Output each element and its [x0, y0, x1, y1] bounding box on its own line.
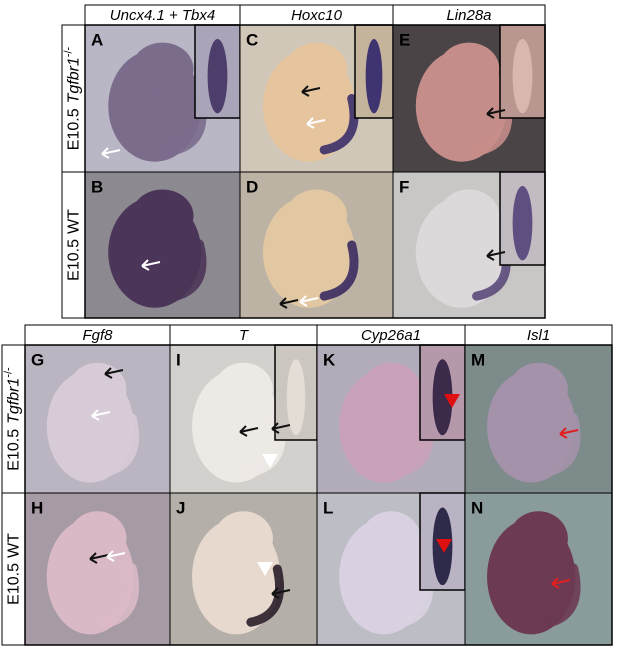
row-label: E10.5 Tgfbr1-/- [2, 367, 22, 471]
embryo-tail [164, 239, 207, 303]
embryo-tail [98, 413, 140, 477]
column-header: Cyp26a1 [361, 327, 421, 344]
embryo-tail [98, 563, 140, 629]
arrow [306, 117, 326, 129]
column-header: Hoxc10 [291, 7, 343, 24]
panel-letter: A [91, 30, 103, 49]
block-border [84, 24, 546, 319]
inset-detail [207, 38, 228, 114]
panel-letter: M [471, 350, 485, 369]
arrowhead [257, 562, 273, 576]
column-header: Fgf8 [82, 327, 113, 344]
embryo-head [131, 189, 194, 243]
genotype: WT [66, 209, 83, 234]
embryo-head [361, 511, 421, 566]
arrow [271, 422, 291, 434]
arrow [91, 409, 111, 421]
panel-letter: J [176, 498, 185, 517]
arrow [106, 550, 126, 562]
panel-letter: H [31, 498, 43, 517]
arrow [239, 425, 259, 437]
embryo-head [361, 362, 421, 417]
arrowhead [436, 539, 452, 553]
inset-detail [512, 38, 533, 114]
row-label: E10.5 WT [66, 209, 83, 281]
stage: E10.5 [6, 563, 23, 605]
genotype: Tgfbr1 [66, 57, 83, 103]
panel-letter: B [91, 177, 103, 196]
embryo-head [131, 42, 194, 96]
arrow [486, 107, 506, 119]
embryo-tail [319, 240, 359, 301]
arrow [551, 577, 571, 589]
arrow [486, 249, 506, 261]
row-label: E10.5 WT [6, 533, 23, 605]
panel-letter: F [399, 177, 409, 196]
block-border [24, 344, 613, 646]
inset-detail [286, 359, 306, 436]
embryo-head [285, 42, 348, 96]
panel-letter: G [31, 350, 44, 369]
arrow [301, 85, 321, 97]
column-header: T [239, 327, 250, 344]
panel-letter: K [323, 350, 336, 369]
embryo-head [214, 362, 273, 417]
panel-letter: C [246, 30, 258, 49]
stage: E10.5 [6, 429, 23, 471]
superscript: -/- [2, 367, 14, 378]
arrowhead [444, 394, 460, 408]
arrow [279, 297, 299, 309]
embryo-head [509, 511, 568, 566]
stage: E10.5 [66, 108, 83, 150]
panel-letter: L [323, 498, 333, 517]
column-header: Uncx4.1 + Tbx4 [110, 7, 215, 24]
embryo-head [68, 362, 127, 417]
arrow [104, 367, 124, 379]
panel-letter: D [246, 177, 258, 196]
superscript: -/- [62, 46, 74, 57]
inset-detail [432, 359, 453, 436]
panel-letter: I [176, 350, 181, 369]
arrow [141, 259, 161, 271]
column-header: Lin28a [446, 7, 491, 24]
arrow [89, 552, 109, 564]
panel-letter: N [471, 498, 483, 517]
stage: E10.5 [66, 239, 83, 281]
column-header: Isl1 [527, 327, 550, 344]
embryo-head [509, 362, 568, 417]
inset-detail [365, 38, 383, 114]
embryo-tail [539, 413, 581, 477]
embryo-head [438, 189, 500, 243]
arrow [271, 587, 291, 599]
embryo-tail [246, 564, 285, 627]
row-label: E10.5 Tgfbr1-/- [62, 46, 82, 150]
embryo-tail [539, 563, 581, 629]
arrow [101, 147, 121, 159]
panel-letter: E [399, 30, 410, 49]
arrow [299, 295, 319, 307]
arrowhead [262, 454, 278, 468]
embryo-head [214, 511, 273, 566]
inset-detail [512, 185, 533, 261]
embryo-tail [319, 94, 359, 155]
embryo-head [438, 42, 500, 96]
embryo-head [285, 189, 348, 243]
arrow [559, 427, 579, 439]
genotype: Tgfbr1 [6, 378, 23, 424]
genotype: WT [6, 533, 23, 558]
